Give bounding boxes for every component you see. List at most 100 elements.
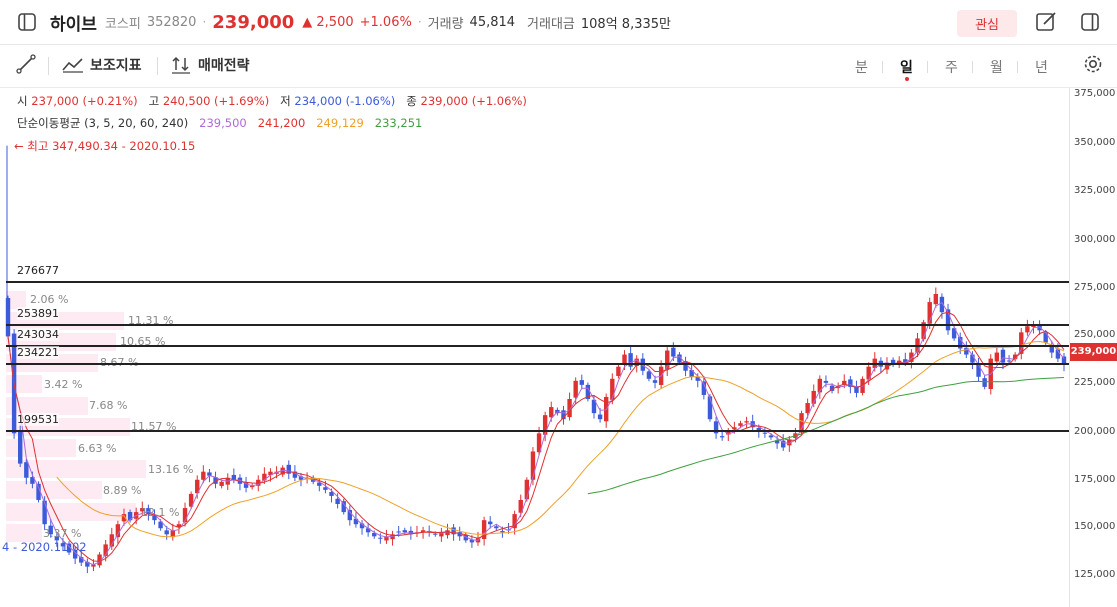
candle-body (1043, 332, 1048, 343)
period-tab-week[interactable]: 주 (945, 60, 958, 76)
stock-code: 352820 (146, 14, 197, 30)
price-level-line (6, 324, 1069, 326)
y-axis-tick: 325,000 (1074, 185, 1116, 196)
period-tab-month[interactable]: 월 (990, 60, 1003, 76)
candle-body (188, 493, 194, 507)
candle-body (420, 530, 426, 533)
y-axis-tick: 175,000 (1074, 474, 1116, 485)
strategy-label: 매매전략 (198, 58, 250, 74)
candle-body (591, 399, 597, 414)
y-axis-tick: 150,000 (1074, 521, 1116, 532)
candle-body (1037, 325, 1042, 331)
candle-body (768, 435, 774, 438)
candle-body (951, 328, 957, 339)
candle-body (378, 537, 383, 539)
current-price: 239,000 (212, 11, 295, 33)
candle-body (896, 360, 902, 363)
price-level-line (6, 281, 1069, 283)
candle-body (500, 531, 505, 533)
y-axis-tick: 225,000 (1074, 377, 1116, 388)
y-axis-tick: 275,000 (1074, 282, 1116, 293)
candle-body (903, 359, 908, 363)
edit-icon[interactable] (1033, 9, 1059, 35)
period-tab-year[interactable]: 년 (1035, 60, 1048, 76)
settings-gear-icon[interactable] (1082, 53, 1104, 79)
candle-body (103, 544, 108, 556)
volume-profile-pct: 8.89 % (103, 484, 142, 497)
candle-body (835, 386, 841, 389)
volume-profile-bar (6, 439, 76, 457)
volume-label: 거래량 (427, 16, 464, 32)
candle-body (292, 471, 298, 478)
candle-body (970, 354, 975, 363)
candle-body (890, 359, 896, 365)
candle-body (280, 467, 285, 475)
indicator-chart-icon (62, 58, 83, 73)
volume-profile-pct: 13.16 % (148, 463, 194, 476)
candle-body (48, 525, 53, 535)
candle-body (262, 473, 267, 481)
panel-toggle-icon[interactable] (1077, 9, 1103, 35)
candle-body (1025, 326, 1030, 333)
candle-body (695, 376, 700, 381)
candle-body (866, 366, 871, 380)
candle-body (573, 380, 578, 398)
candle-body (24, 462, 29, 478)
y-axis-tick: 250,000 (1074, 329, 1116, 340)
candle-body (1055, 349, 1061, 359)
candle-body (744, 421, 749, 423)
candle-body (5, 298, 11, 337)
price-level-line (6, 363, 1069, 365)
candle-body (195, 479, 200, 494)
volume-profile-bar (6, 291, 26, 309)
y-axis-tick: 300,000 (1074, 234, 1116, 245)
candle-body (964, 347, 969, 355)
candle-body (939, 296, 945, 313)
candle-body (298, 476, 304, 480)
draw-line-icon[interactable] (15, 53, 37, 79)
volume-profile-pct: 11.57 % (131, 420, 177, 433)
candle-body (115, 524, 121, 538)
price-level-label: 234221 (17, 346, 59, 359)
volume-profile-bar (6, 481, 102, 499)
sidebar-toggle-icon[interactable] (14, 9, 40, 35)
candle-body (762, 432, 768, 434)
volume-profile-pct: 8.67 % (100, 356, 138, 369)
moving-average-20 (56, 340, 1065, 538)
last-price-tag: 239,000 (1070, 343, 1117, 361)
candle-body (921, 322, 926, 340)
candle-body (1000, 349, 1006, 363)
strategy-button[interactable]: 매매전략 (170, 55, 250, 75)
price-level-label: 199531 (17, 413, 59, 426)
period-tab-minute[interactable]: 분 (855, 60, 868, 76)
candle-body (994, 352, 1000, 362)
moving-average-info: 단순이동평균 (3, 5, 20, 60, 240) 239,500 241,2… (17, 116, 423, 130)
candle-body (585, 384, 591, 399)
price-level-label: 276677 (17, 264, 59, 277)
volume-profile-pct: 6.63 % (78, 442, 117, 455)
favorite-button[interactable]: 관심 (957, 10, 1017, 37)
candle-body (622, 354, 627, 365)
y-axis (1069, 88, 1070, 607)
candle-body (524, 479, 530, 500)
volume-profile-bar (6, 503, 136, 521)
candle-body (646, 371, 652, 379)
indicator-button[interactable]: 보조지표 (62, 55, 142, 75)
candle-body (231, 474, 237, 480)
candle-body (634, 358, 639, 366)
candle-body (518, 499, 523, 513)
candle-body (494, 526, 499, 529)
y-axis-tick: 375,000 (1074, 88, 1116, 99)
candle-body (738, 423, 743, 426)
candle-body (91, 564, 96, 567)
candle-body (359, 523, 365, 529)
candle-body (152, 514, 157, 521)
period-tab-day[interactable]: 일 (900, 60, 913, 76)
candle-body (18, 431, 23, 464)
candle-body (1049, 345, 1054, 353)
candle-body (457, 532, 462, 537)
candle-body (170, 530, 176, 538)
candle-body (707, 396, 713, 420)
candle-body (756, 427, 761, 432)
volume-value: 45,814 (469, 14, 516, 30)
